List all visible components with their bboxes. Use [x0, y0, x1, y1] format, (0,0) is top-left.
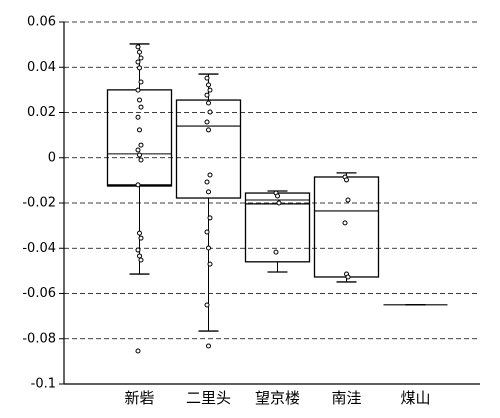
- data-point: [342, 220, 348, 226]
- data-point: [206, 100, 211, 106]
- data-point: [138, 257, 144, 263]
- y-tick-label: -0.08: [22, 331, 56, 346]
- data-point: [138, 142, 144, 148]
- data-point: [204, 92, 210, 98]
- data-point: [135, 44, 141, 50]
- x-tick-label: 煤山: [400, 389, 430, 407]
- data-point: [138, 55, 144, 61]
- y-tick-label: -0.06: [22, 286, 56, 301]
- data-point: [135, 247, 141, 253]
- x-tick-label: 望京楼: [255, 389, 300, 407]
- box: [313, 176, 380, 278]
- box: [106, 89, 173, 187]
- data-point: [204, 119, 210, 125]
- data-point: [137, 230, 142, 236]
- x-tick-label: 南洼: [331, 389, 361, 407]
- data-point: [204, 302, 210, 308]
- data-point: [207, 87, 213, 93]
- data-point: [137, 65, 142, 71]
- data-point: [137, 97, 142, 103]
- data-point: [138, 157, 144, 163]
- data-point: [206, 127, 211, 133]
- data-point: [206, 343, 211, 349]
- data-point: [345, 197, 351, 203]
- data-point: [206, 189, 211, 195]
- y-tick-label: 0: [48, 150, 56, 165]
- y-tick-label: 0.06: [27, 15, 56, 30]
- data-point: [206, 245, 211, 251]
- data-point: [138, 235, 144, 241]
- data-point: [276, 200, 282, 206]
- data-point: [135, 114, 141, 120]
- data-point: [207, 109, 213, 115]
- data-point: [137, 152, 142, 158]
- data-point: [138, 104, 144, 110]
- data-point: [135, 147, 141, 153]
- data-point: [204, 229, 210, 235]
- data-point: [207, 172, 213, 178]
- data-point: [344, 177, 349, 183]
- data-point: [207, 215, 213, 221]
- data-point: [206, 82, 211, 88]
- data-point: [135, 348, 141, 354]
- y-tick-label: 0.04: [27, 60, 56, 75]
- data-point: [207, 261, 213, 267]
- data-point: [137, 253, 142, 259]
- x-tick-label: 新砦: [124, 389, 154, 407]
- y-tick-label: -0.1: [31, 377, 56, 392]
- data-point: [138, 79, 144, 85]
- y-tick-label: -0.02: [22, 196, 56, 211]
- data-point: [135, 87, 141, 93]
- data-point: [204, 75, 210, 81]
- x-tick-label: 二里头: [186, 389, 231, 407]
- data-point: [135, 182, 141, 188]
- box: [175, 99, 242, 199]
- data-point: [135, 59, 141, 65]
- data-point: [204, 179, 210, 185]
- y-tick-label: 0.02: [27, 105, 56, 120]
- data-point: [137, 127, 142, 133]
- data-point: [273, 249, 279, 255]
- data-point: [137, 49, 142, 55]
- y-tick-label: -0.04: [22, 241, 56, 256]
- data-point: [275, 193, 280, 199]
- data-point: [345, 274, 351, 280]
